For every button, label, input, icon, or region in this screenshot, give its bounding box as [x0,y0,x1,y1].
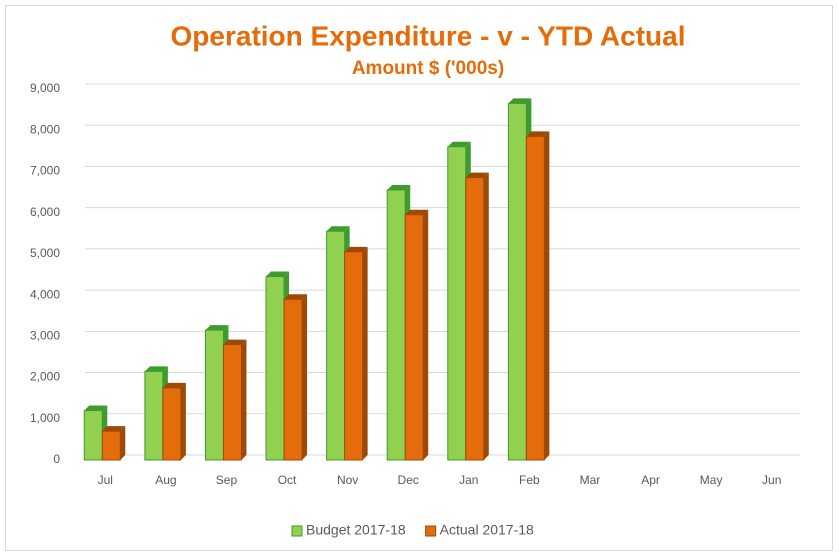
y-tick-label: 3,000 [30,329,60,343]
legend-label: Actual 2017-18 [440,522,534,538]
x-tick-label: Oct [278,473,297,487]
x-tick-label: May [700,473,723,487]
bar [144,370,164,461]
x-tick-label: Jul [98,473,113,487]
bar [326,230,346,461]
bar [162,387,182,461]
x-tick-label: Feb [519,473,540,487]
x-tick-label: Nov [337,473,358,487]
chart-subtitle: Amount $ ('000s) [352,58,504,79]
chart-title: Operation Expenditure - v - YTD Actual [171,20,686,51]
y-tick-label: 8,000 [30,122,60,136]
y-tick-label: 7,000 [30,164,60,178]
y-tick-label: 2,000 [30,370,60,384]
bar-top [266,271,290,277]
bar-top [326,226,350,232]
legend-label: Budget 2017-18 [306,522,406,538]
y-tick-label: 6,000 [30,205,60,219]
y-tick-label: 4,000 [30,287,60,301]
bar [283,298,303,461]
bar-side [483,172,489,460]
bar-side [302,294,308,460]
bar [222,344,242,461]
bar [465,177,485,461]
y-tick-label: 9,000 [30,81,60,95]
bar [404,214,424,461]
bar-top [465,172,489,178]
x-tick-label: Jan [459,473,478,487]
y-tick-label: 5,000 [30,246,60,260]
bar-top [205,325,229,331]
legend-swatch [291,525,303,537]
bar-top [284,294,308,300]
bar [204,329,224,461]
bar [447,146,467,461]
bar [101,430,121,461]
bar [344,251,364,461]
bar [83,410,103,461]
bar-top [102,426,126,432]
bar-side [544,131,550,460]
bar-top [526,131,550,137]
bar-top [405,209,429,215]
bar-top [447,141,471,147]
bar-top [223,339,247,345]
x-tick-label: Apr [641,473,660,487]
x-tick-label: Mar [580,473,601,487]
bar-top [144,366,168,372]
bar-top [162,382,186,388]
bar-side [241,339,247,460]
bar [386,189,406,461]
y-tick-label: 1,000 [30,411,60,425]
x-tick-label: Aug [155,473,176,487]
bar-top [84,405,108,411]
bar [265,276,285,461]
legend-swatch [425,525,437,537]
bar-top [508,98,532,104]
bar [507,102,527,461]
x-tick-label: Jun [762,473,781,487]
bar-side [120,426,126,460]
x-tick-label: Dec [398,473,419,487]
bar-side [180,382,186,460]
bar-top [344,246,368,252]
bar-side [362,246,368,460]
bar-side [423,209,429,460]
bar [525,135,545,461]
x-tick-label: Sep [216,473,238,487]
y-tick-label: 0 [53,452,60,466]
bar-top [387,184,411,190]
